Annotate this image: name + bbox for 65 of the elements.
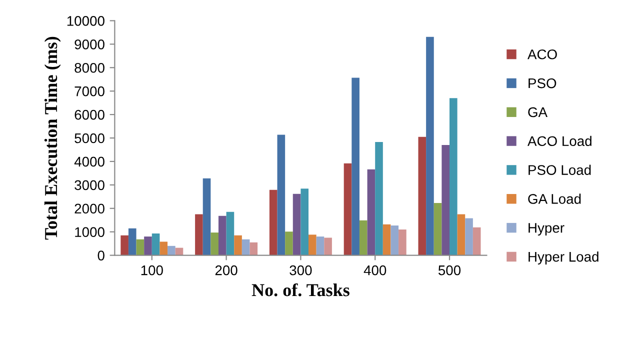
y-tick-label: 6000 xyxy=(74,110,104,120)
bar xyxy=(292,194,301,256)
bar xyxy=(168,246,176,256)
bar xyxy=(218,216,226,256)
legend-label: GA xyxy=(528,107,548,118)
legend-label: Hyper xyxy=(528,223,564,236)
bar xyxy=(308,234,316,256)
bar xyxy=(418,136,426,256)
bar xyxy=(375,142,383,256)
y-tick-label: 9000 xyxy=(74,39,104,50)
bar xyxy=(457,214,466,256)
bar xyxy=(465,218,473,256)
bar xyxy=(144,236,152,256)
x-tick-label: 500 xyxy=(438,265,461,276)
legend-label: PSO Load xyxy=(528,164,591,175)
bar xyxy=(426,36,434,256)
y-tick-label: 0 xyxy=(98,250,104,260)
bar xyxy=(242,239,250,256)
x-axis-title: No. of. Tasks xyxy=(252,283,350,296)
bar xyxy=(226,212,234,256)
bar xyxy=(398,229,406,256)
bar xyxy=(382,224,391,256)
x-tick-label: 200 xyxy=(215,265,238,276)
bar xyxy=(250,242,258,256)
y-tick-label: 5000 xyxy=(74,133,104,144)
bar xyxy=(450,98,458,256)
bar xyxy=(367,169,376,256)
legend-label: Hyper Load xyxy=(528,252,598,264)
x-tick-label: 300 xyxy=(290,265,312,276)
bar xyxy=(160,242,168,256)
bar xyxy=(300,188,309,256)
bar xyxy=(234,235,242,256)
x-tick-label: 100 xyxy=(141,265,163,276)
bar xyxy=(128,228,136,256)
bar xyxy=(285,232,293,256)
legend-label: ACO Load xyxy=(528,136,592,146)
bar xyxy=(472,227,481,256)
y-tick-label: 2000 xyxy=(74,204,104,214)
bar xyxy=(269,190,278,256)
bar xyxy=(324,238,332,256)
bar xyxy=(434,202,442,256)
y-tick-label: 10000 xyxy=(67,16,104,26)
x-tick-label: 400 xyxy=(364,265,386,276)
bar xyxy=(390,226,399,256)
bar xyxy=(277,134,286,256)
bar xyxy=(195,214,203,256)
bar xyxy=(120,235,128,256)
bar xyxy=(359,220,368,256)
y-tick-label: 4000 xyxy=(74,156,104,167)
bar xyxy=(152,233,160,256)
y-tick-label: 3000 xyxy=(74,180,104,190)
y-tick-label: 8000 xyxy=(74,62,104,73)
bar xyxy=(344,163,352,256)
bar xyxy=(442,145,450,256)
bar xyxy=(352,78,360,256)
bar xyxy=(210,232,218,256)
legend-label: ACO xyxy=(528,49,557,60)
legend-label: PSO xyxy=(528,78,556,88)
y-tick-label: 7000 xyxy=(74,86,104,96)
y-tick-label: 1000 xyxy=(75,227,104,238)
y-axis-title: Total Execution Time (ms) xyxy=(44,36,61,240)
bar xyxy=(136,239,144,256)
legend-label: GA Load xyxy=(528,194,581,204)
bar xyxy=(316,236,324,256)
bar xyxy=(202,178,211,256)
